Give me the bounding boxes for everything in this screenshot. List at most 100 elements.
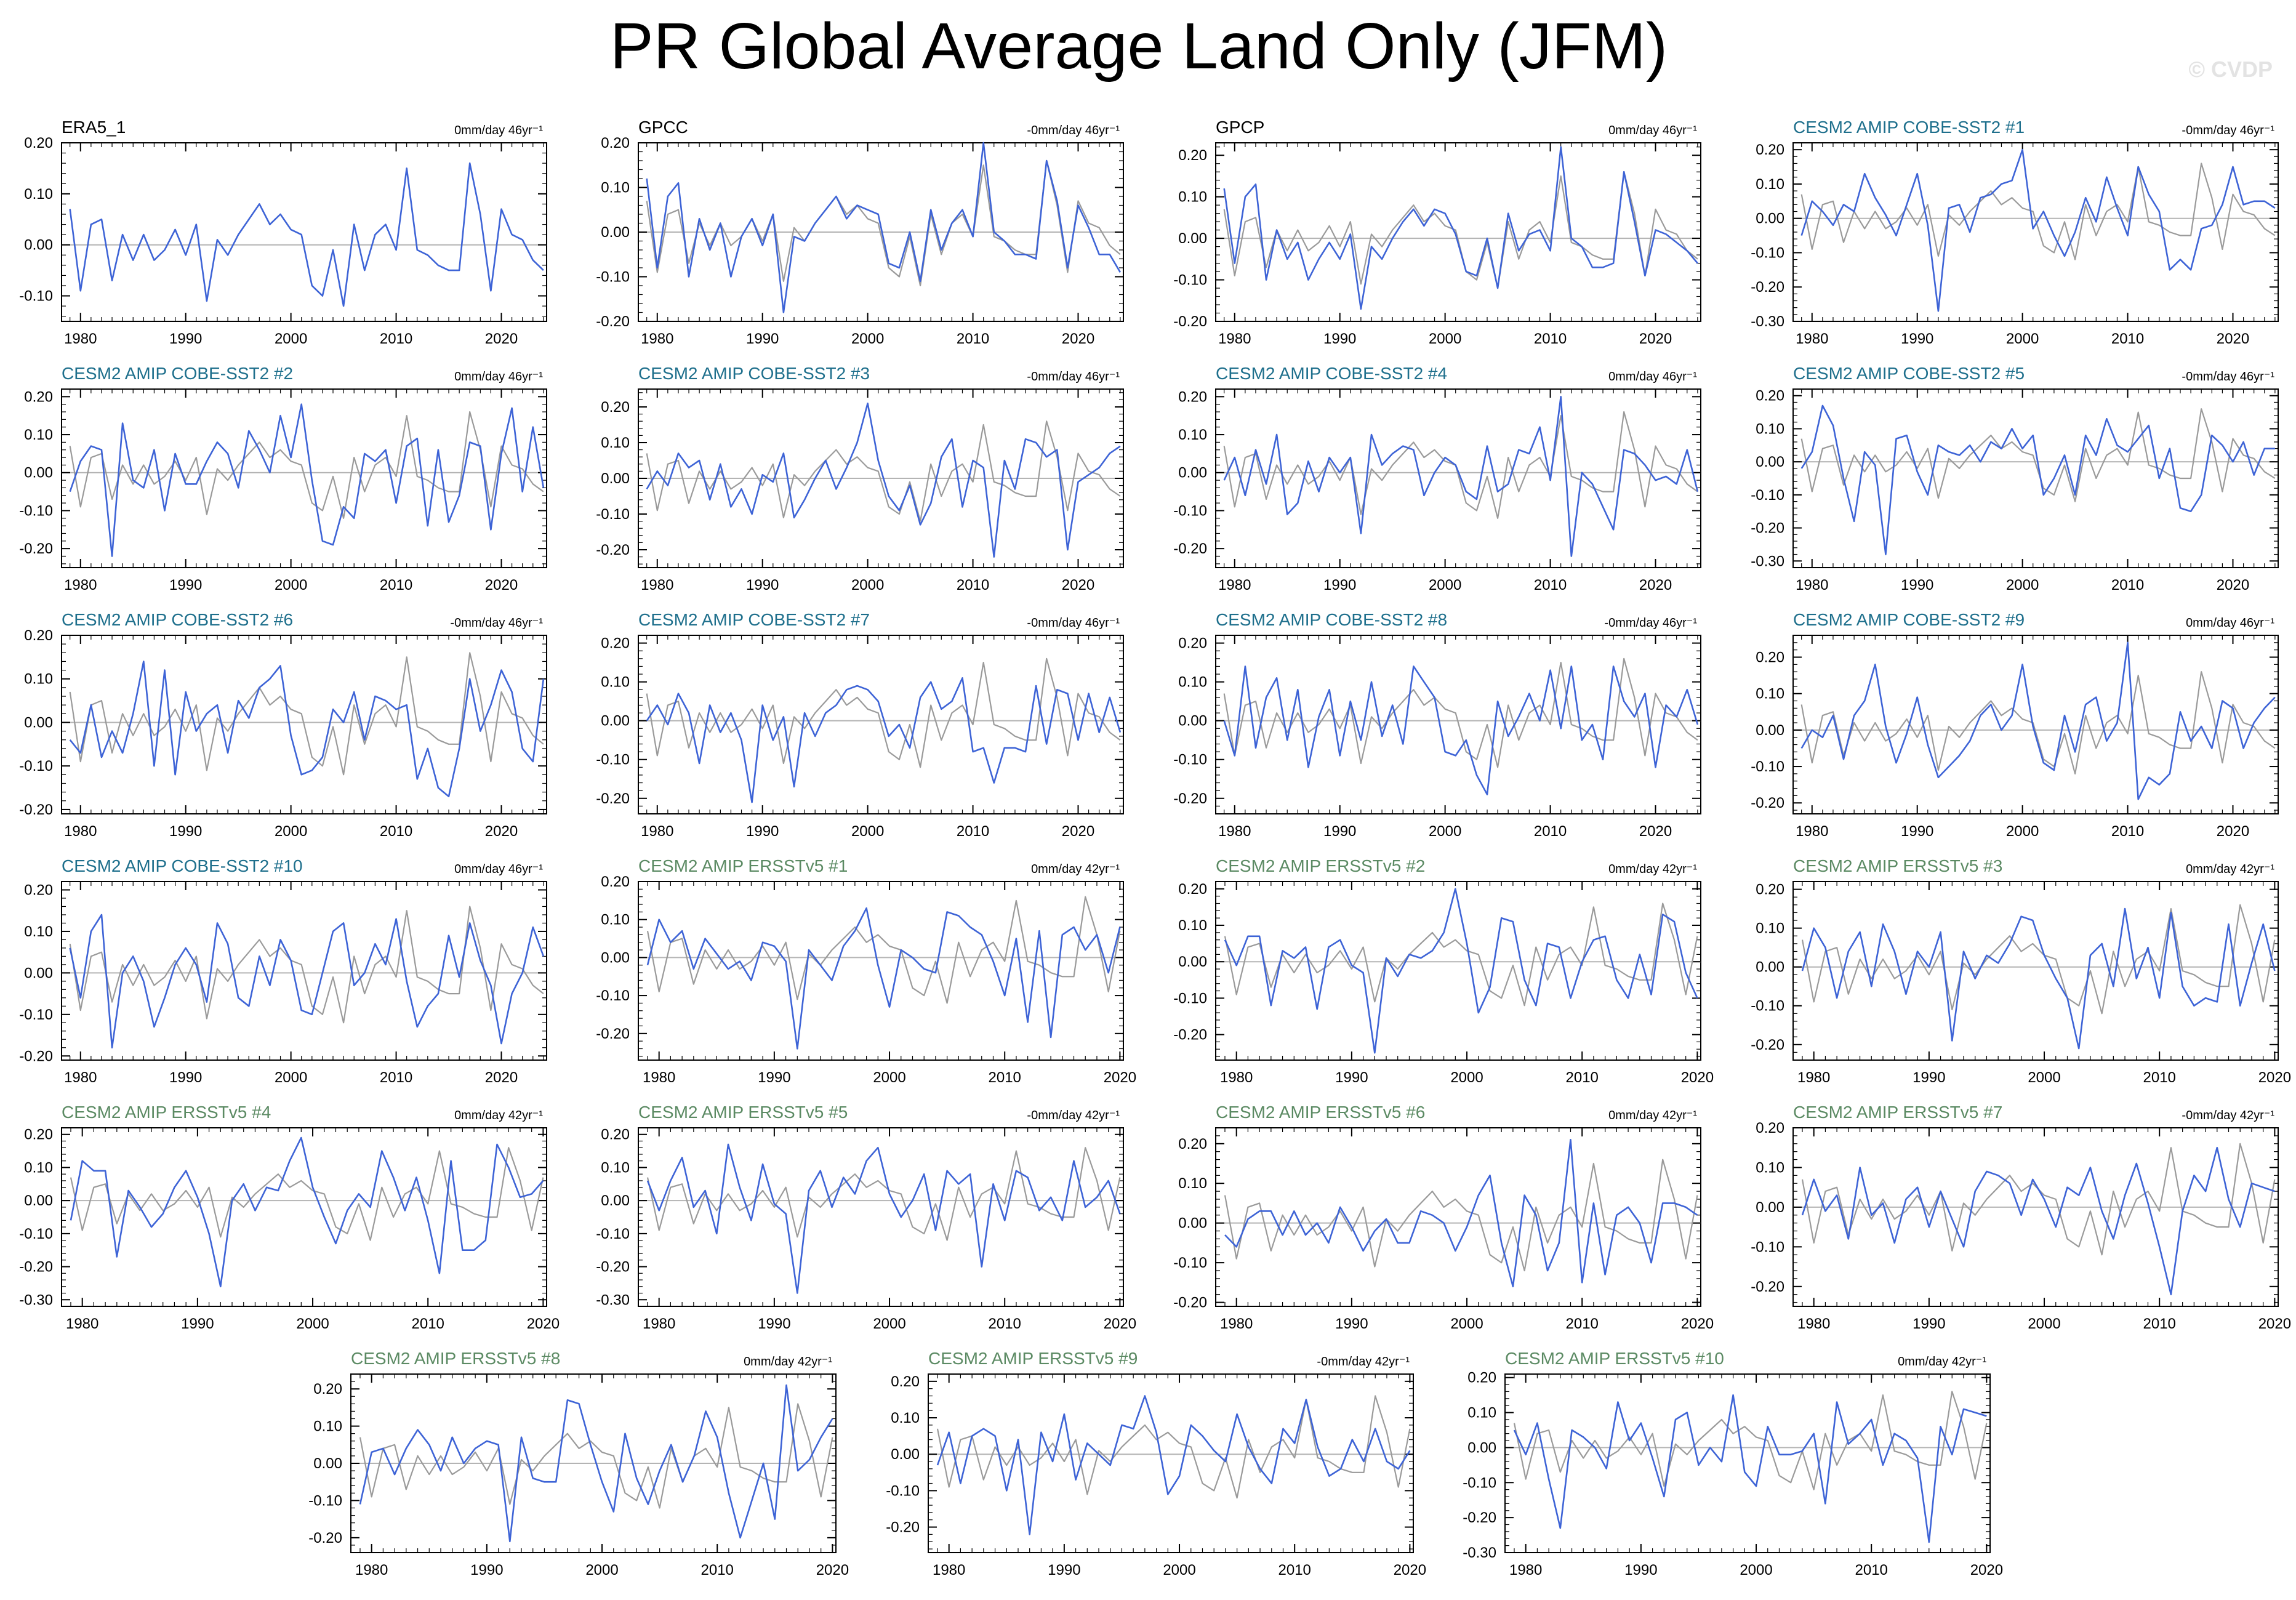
x-tick-label: 2020 (2217, 577, 2249, 593)
plot-frame (638, 881, 1124, 1061)
x-tick-label: 1990 (169, 823, 202, 840)
series-line-reference (1224, 903, 1698, 1007)
trend-label: -0mm/day 46yr⁻¹ (1604, 616, 1697, 630)
y-tick-label: 0.10 (1467, 1405, 1496, 1421)
plot-frame (1792, 635, 2279, 814)
y-tick-label: 0.00 (24, 1192, 53, 1209)
y-tick-label: -0.10 (1173, 272, 1207, 289)
x-tick-label: 2010 (1855, 1562, 1888, 1578)
series-line-primary (646, 907, 1121, 1050)
y-tick-label: 0.00 (1756, 722, 1784, 739)
series-line-primary (69, 914, 545, 1049)
x-tick-label: 2000 (2006, 823, 2039, 840)
x-tick-label: 1980 (643, 1316, 675, 1332)
x-tick-label: 2010 (2143, 1069, 2176, 1086)
x-tick-label: 1980 (933, 1562, 965, 1578)
y-tick-label: -0.30 (1751, 313, 1784, 330)
x-tick-label: 2000 (1740, 1562, 1772, 1578)
x-tick-label: 1990 (758, 1069, 790, 1086)
plot-frame (638, 1127, 1124, 1307)
y-tick-label: 0.20 (24, 627, 53, 644)
y-tick-label: -0.10 (596, 1226, 630, 1242)
trend-label: 0mm/day 46yr⁻¹ (454, 370, 543, 384)
trend-label: -0mm/day 46yr⁻¹ (2182, 124, 2274, 137)
y-tick-label: -0.10 (1751, 487, 1784, 504)
series-line-primary (936, 1395, 1411, 1535)
x-tick-label: 2010 (989, 1069, 1021, 1086)
x-tick-label: 2020 (2217, 331, 2249, 347)
series-line-primary (359, 1384, 833, 1543)
panel-title: GPCP (1216, 118, 1264, 137)
plot-frame (1792, 142, 2279, 322)
series-line-primary (1224, 1139, 1698, 1288)
y-tick-label: 0.20 (601, 1127, 630, 1143)
y-tick-label: 0.10 (601, 1159, 630, 1176)
x-tick-label: 1980 (1797, 1316, 1830, 1332)
trend-label: -0mm/day 42yr⁻¹ (1027, 1109, 1120, 1122)
x-tick-label: 1980 (1796, 331, 1828, 347)
series-line-reference (1801, 1143, 2276, 1256)
x-tick-label: 2000 (1429, 577, 1461, 593)
panel-title: CESM2 AMIP COBE-SST2 #5 (1793, 364, 2025, 383)
y-tick-label: 0.10 (24, 923, 53, 940)
x-tick-label: 1980 (64, 1069, 97, 1086)
series-line-primary (646, 1143, 1121, 1294)
series-line-primary (1223, 665, 1699, 795)
y-tick-label: 0.00 (601, 224, 630, 241)
panel-title: CESM2 AMIP COBE-SST2 #4 (1216, 364, 1447, 383)
x-tick-label: 2000 (1450, 1316, 1483, 1332)
y-tick-label: 0.00 (1467, 1439, 1496, 1456)
y-tick-label: 0.10 (1756, 920, 1784, 937)
trend-label: 0mm/day 46yr⁻¹ (454, 124, 543, 137)
x-tick-label: 1980 (64, 331, 97, 347)
y-tick-label: -0.10 (308, 1492, 342, 1509)
x-tick-label: 1980 (1220, 1316, 1253, 1332)
x-tick-label: 1990 (1335, 1316, 1368, 1332)
y-tick-label: 0.10 (1756, 420, 1784, 437)
x-tick-label: 2020 (816, 1562, 849, 1578)
x-tick-label: 2020 (1970, 1562, 2003, 1578)
y-tick-label: -0.20 (1173, 1027, 1207, 1043)
y-tick-label: -0.20 (19, 541, 53, 557)
x-tick-label: 2020 (1062, 331, 1094, 347)
panel-title: CESM2 AMIP ERSSTv5 #3 (1793, 856, 2002, 875)
y-tick-label: -0.20 (596, 542, 630, 558)
y-tick-label: 0.10 (601, 435, 630, 451)
x-tick-label: 2000 (1163, 1562, 1195, 1578)
y-tick-label: 0.00 (1756, 959, 1784, 976)
x-tick-label: 1980 (355, 1562, 388, 1578)
y-tick-label: 0.20 (24, 135, 53, 151)
main-title: PR Global Average Land Only (JFM) (609, 10, 1668, 82)
trend-label: -0mm/day 42yr⁻¹ (2182, 1109, 2274, 1122)
x-tick-label: 2020 (1681, 1069, 1714, 1086)
trend-label: -0mm/day 42yr⁻¹ (1317, 1355, 1410, 1369)
y-tick-label: -0.10 (19, 758, 53, 774)
panel-title: CESM2 AMIP ERSSTv5 #7 (1793, 1103, 2002, 1122)
y-tick-label: -0.10 (596, 269, 630, 286)
series-line-reference (69, 411, 544, 519)
y-tick-label: 0.00 (313, 1455, 342, 1472)
x-tick-label: 2020 (527, 1316, 560, 1332)
x-tick-label: 2020 (2258, 1316, 2291, 1332)
x-tick-label: 1980 (66, 1316, 98, 1332)
x-tick-label: 2010 (1278, 1562, 1311, 1578)
y-tick-label: -0.30 (1751, 553, 1784, 569)
x-tick-label: 2010 (380, 823, 412, 840)
trend-label: -0mm/day 46yr⁻¹ (450, 616, 543, 630)
y-tick-label: 0.20 (1178, 388, 1207, 405)
panel-title: CESM2 AMIP COBE-SST2 #2 (62, 364, 293, 383)
trend-label: 0mm/day 46yr⁻¹ (1608, 124, 1697, 137)
series-line-reference (646, 896, 1121, 1004)
y-tick-label: -0.20 (19, 1259, 53, 1276)
plot-frame (61, 388, 547, 568)
series-line-reference (1223, 411, 1698, 519)
y-tick-label: 0.20 (1756, 1120, 1784, 1136)
x-tick-label: 2000 (2028, 1069, 2060, 1086)
y-tick-label: 0.10 (1178, 917, 1207, 934)
x-tick-label: 2010 (1534, 823, 1567, 840)
trend-label: 0mm/day 42yr⁻¹ (454, 1109, 543, 1122)
x-tick-label: 2000 (585, 1562, 618, 1578)
x-tick-label: 2000 (851, 823, 884, 840)
x-tick-label: 2000 (2006, 331, 2039, 347)
series-line-primary (1800, 148, 2276, 312)
